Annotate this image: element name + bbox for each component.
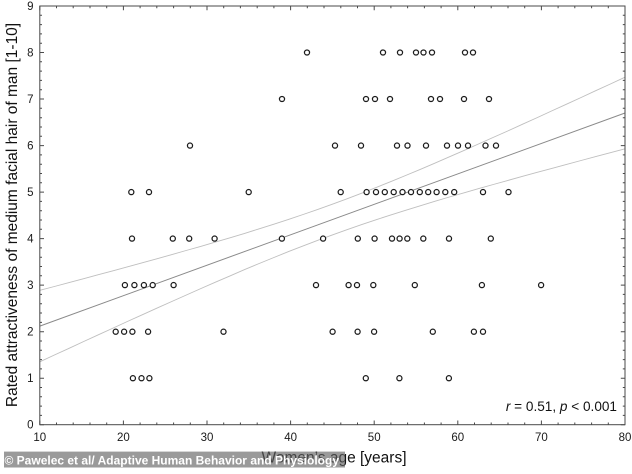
- svg-text:30: 30: [201, 432, 214, 444]
- svg-text:7: 7: [27, 94, 33, 106]
- svg-text:1: 1: [27, 373, 33, 385]
- svg-text:3: 3: [27, 280, 33, 292]
- svg-text:50: 50: [368, 432, 381, 444]
- svg-text:2: 2: [27, 327, 33, 339]
- svg-text:9: 9: [27, 1, 33, 13]
- svg-text:8: 8: [27, 48, 33, 60]
- svg-text:Rated attractiveness of medium: Rated attractiveness of medium facial ha…: [4, 23, 21, 407]
- svg-text:4: 4: [27, 234, 34, 246]
- svg-text:r = 0.51, p < 0.001: r = 0.51, p < 0.001: [506, 399, 617, 414]
- svg-text:10: 10: [33, 432, 46, 444]
- svg-text:70: 70: [535, 432, 548, 444]
- svg-text:60: 60: [451, 432, 464, 444]
- svg-text:20: 20: [117, 432, 130, 444]
- svg-text:0: 0: [27, 420, 33, 432]
- svg-text:© Pawelec et al/ Adaptive Huma: © Pawelec et al/ Adaptive Human Behavior…: [5, 453, 340, 467]
- svg-text:5: 5: [27, 187, 33, 199]
- svg-text:6: 6: [27, 141, 33, 153]
- svg-text:40: 40: [284, 432, 297, 444]
- svg-text:80: 80: [619, 432, 632, 444]
